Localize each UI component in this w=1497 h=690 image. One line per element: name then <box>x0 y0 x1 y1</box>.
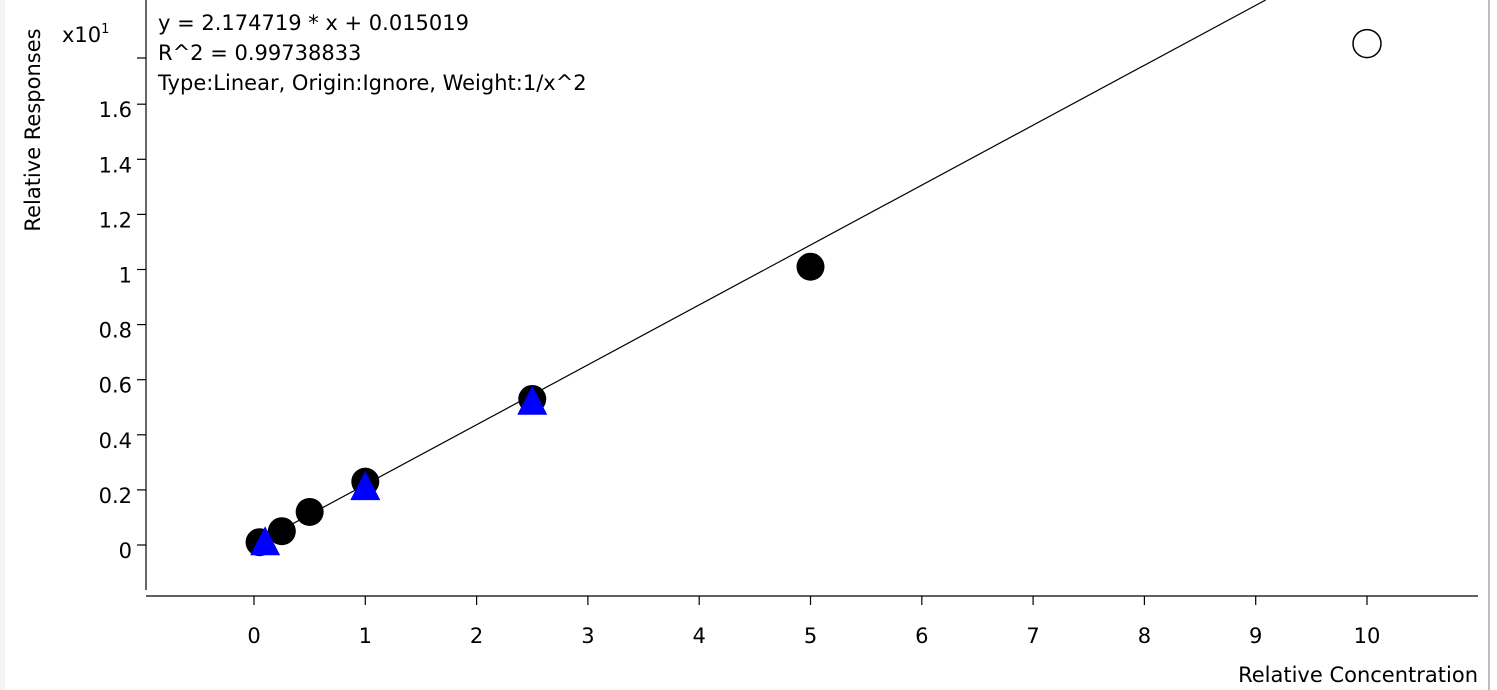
window-left-border <box>0 0 5 690</box>
y-tick-label: 1.6 <box>99 98 132 122</box>
y-tick-label: 1.4 <box>99 153 132 177</box>
y-tick-label: 0.6 <box>99 374 132 398</box>
regression-line <box>253 0 1266 546</box>
x-tick-label: 6 <box>915 624 928 648</box>
x-tick-label: 7 <box>1026 624 1039 648</box>
x-tick-label: 5 <box>804 624 817 648</box>
qc-data-point-triangle <box>250 526 281 556</box>
x-tick-label: 4 <box>693 624 706 648</box>
y-multiplier-base: x10 <box>62 23 101 47</box>
y-tick-label: 1 <box>119 264 132 288</box>
axes: 0 1 2 3 4 5 6 7 8 9 10 0 0.2 0.4 0.6 0.8 1 1.2 1.4 1.6 <box>99 0 1478 648</box>
x-tick-label: 10 <box>1354 624 1381 648</box>
fit-type-info: Type:Linear, Origin:Ignore, Weight:1/x^2 <box>157 71 587 95</box>
y-tick-label: 0.8 <box>99 319 132 343</box>
x-tick-label: 2 <box>470 624 483 648</box>
qc-data-point-triangle <box>350 471 381 501</box>
x-tick-label: 8 <box>1138 624 1151 648</box>
y-tick-label: 0 <box>119 539 132 563</box>
data-point-circle <box>267 517 296 546</box>
x-tick-label: 1 <box>359 624 372 648</box>
x-tick-label: 3 <box>581 624 594 648</box>
excluded-data-point <box>1352 28 1382 59</box>
data-points <box>245 28 1382 557</box>
y-axis-multiplier: x101 <box>62 22 109 47</box>
data-point-circle <box>796 252 825 281</box>
data-point-circle <box>295 497 324 526</box>
qc-data-point-triangle <box>517 385 548 415</box>
y-tick-label: 1.2 <box>99 208 132 232</box>
window-right-border <box>1488 0 1490 690</box>
x-tick-label: 9 <box>1249 624 1262 648</box>
r-squared: R^2 = 0.99738833 <box>158 41 361 65</box>
y-tick-label: 0.2 <box>99 484 132 508</box>
fit-equation: y = 2.174719 * x + 0.015019 <box>158 11 469 35</box>
x-axis-label: Relative Concentration <box>1238 663 1478 687</box>
y-multiplier-exponent: 1 <box>101 22 109 37</box>
y-tick-label: 0.4 <box>99 429 132 453</box>
y-axis-label: Relative Responses <box>21 28 45 231</box>
x-tick-label: 0 <box>247 624 260 648</box>
